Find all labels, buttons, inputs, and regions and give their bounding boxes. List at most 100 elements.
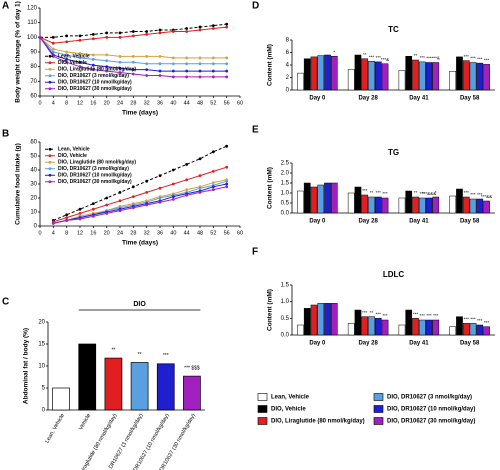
legend-label: DIO, DR10627 (30 nmol/kg/day) (58, 179, 132, 185)
data-point (118, 209, 122, 213)
bar (418, 319, 426, 336)
legend-marker (48, 180, 52, 184)
significance-label: *** $$$ (184, 365, 200, 371)
y-tick-label: 80 (30, 64, 37, 70)
data-point (145, 33, 149, 36)
data-point (198, 62, 202, 66)
data-point (65, 57, 69, 61)
data-point (65, 216, 69, 220)
significance-label: ***& (381, 57, 389, 62)
x-tick-label: Lean, Vehicle (44, 413, 66, 445)
panel-letter: B (2, 129, 9, 140)
bar (476, 198, 484, 214)
significance-label: *** (477, 56, 483, 61)
bar (462, 60, 470, 91)
bar (330, 56, 338, 91)
data-point (171, 195, 175, 199)
legend-swatch (257, 405, 268, 413)
bar (130, 362, 149, 411)
data-point (131, 60, 135, 64)
data-point (211, 62, 215, 66)
data-point (65, 60, 69, 64)
x-tick-label: Day 58 (460, 219, 480, 225)
data-point (158, 69, 162, 73)
x-tick-label: 16 (90, 230, 96, 236)
x-tick-label: 52 (210, 230, 216, 236)
significance-label: *** (470, 192, 476, 197)
y-tick-label: 70 (30, 79, 37, 85)
data-point (51, 35, 55, 39)
data-point (145, 179, 149, 183)
data-point (145, 191, 149, 194)
y-tick-label: 0 (286, 88, 290, 94)
bar (412, 196, 419, 214)
x-tick-label: 48 (197, 230, 203, 236)
data-point (65, 34, 69, 38)
y-tick-label: 90 (30, 50, 37, 56)
data-point (131, 34, 135, 38)
legend-label: Lean, Vehicle (58, 54, 90, 60)
data-point (171, 62, 175, 66)
data-point (65, 53, 69, 57)
x-tick-label: 8 (65, 100, 68, 106)
legend-label: DIO, DR10627 (10 nmol/kg/day) (58, 80, 132, 86)
x-tick-label: 56 (224, 230, 230, 236)
legend-label: Lean, Vehicle (58, 147, 90, 153)
legend-label: DIO, DR10627 (3 nmol/kg/day) (58, 73, 129, 79)
data-point (211, 56, 215, 60)
bar (361, 316, 369, 336)
data-point (91, 202, 95, 206)
bar (476, 324, 484, 336)
data-point (105, 196, 109, 200)
data-point (171, 168, 175, 172)
data-point (185, 188, 189, 192)
data-point (51, 55, 55, 58)
data-point (198, 157, 202, 161)
data-point (118, 66, 122, 70)
x-tick-label: 36 (157, 230, 163, 236)
data-point (185, 193, 189, 197)
data-point (171, 56, 175, 60)
data-point (105, 212, 109, 215)
bar (405, 56, 413, 91)
bar (303, 308, 311, 336)
x-tick-label: 16 (90, 100, 96, 106)
bar (456, 316, 463, 336)
data-point (225, 62, 229, 66)
legend-label: DIO, Vehicle (58, 153, 87, 159)
bar (432, 196, 440, 214)
data-point (131, 195, 135, 199)
x-tick-label: 60 (237, 230, 243, 236)
y-tick-label: 0.5 (281, 316, 290, 322)
data-point (211, 170, 215, 173)
bar (398, 70, 406, 91)
y-tick-label: 0 (42, 408, 46, 414)
y-tick-label: 15 (38, 342, 45, 348)
bar (469, 198, 477, 214)
series-line (40, 23, 227, 38)
significance-label: *** (470, 56, 476, 61)
y-tick-label: 0.0 (281, 333, 290, 339)
data-point (225, 69, 229, 73)
legend-label: DIO, Vehicle (271, 407, 306, 413)
bar (317, 55, 325, 91)
bar (52, 387, 70, 411)
data-point (65, 219, 69, 222)
data-point (118, 35, 122, 39)
significance-label: *** (433, 313, 439, 318)
y-tick-label: 1.0 (281, 299, 290, 305)
x-tick-label: 12 (77, 100, 83, 106)
significance-label: *** (163, 353, 169, 359)
data-point (51, 50, 55, 54)
bar (449, 326, 457, 336)
bar (418, 197, 426, 214)
data-point (91, 33, 95, 36)
significance-label: *** (382, 313, 388, 318)
legend-marker (48, 167, 52, 171)
data-point (105, 31, 109, 35)
bar (449, 71, 457, 91)
data-point (91, 214, 95, 218)
panel-letter: D (252, 1, 259, 12)
data-point (211, 69, 215, 73)
